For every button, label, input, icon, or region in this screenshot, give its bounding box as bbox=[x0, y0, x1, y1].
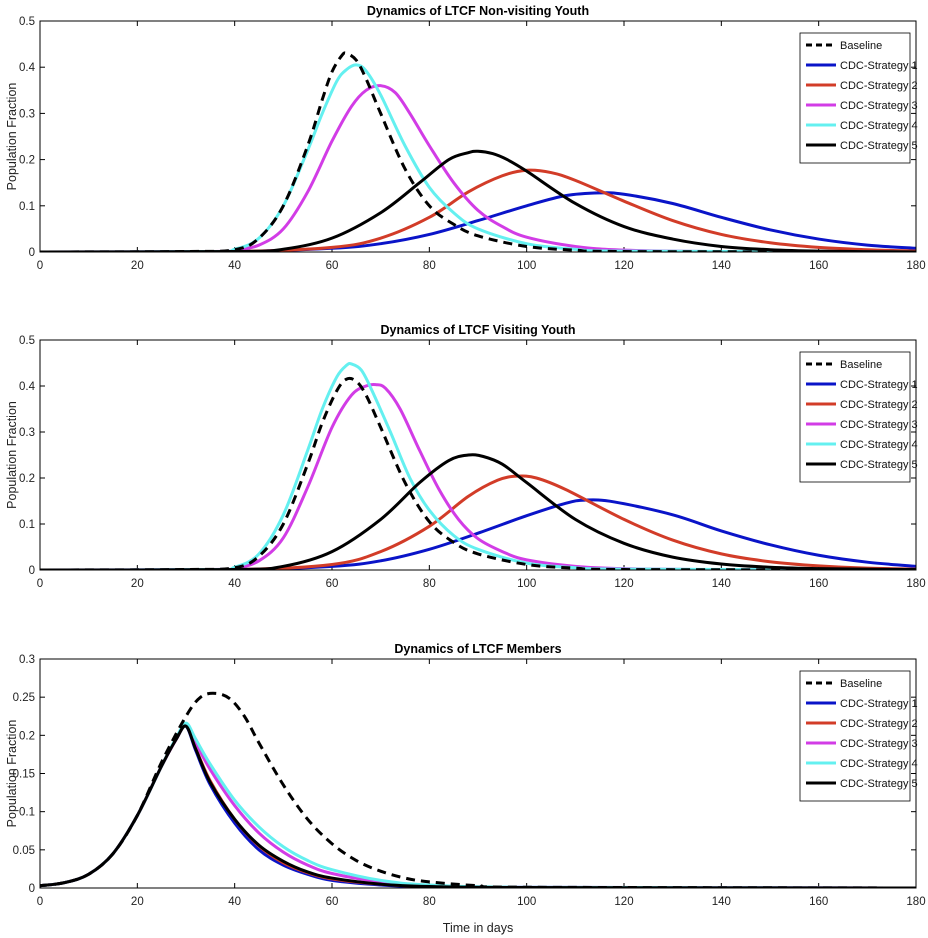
x-tick-label: 40 bbox=[228, 578, 241, 590]
x-tick-label: 60 bbox=[326, 896, 339, 908]
y-axis-label: Population Fraction bbox=[5, 401, 19, 509]
y-tick-label: 0.2 bbox=[19, 730, 35, 742]
x-tick-label: 120 bbox=[614, 578, 633, 590]
x-tick-label: 20 bbox=[131, 896, 144, 908]
x-tick-label: 160 bbox=[809, 578, 828, 590]
series-line-cdc-strategy-3 bbox=[40, 382, 916, 570]
legend-label: CDC-Strategy 3 bbox=[840, 100, 918, 112]
chart-title: Dynamics of LTCF Members bbox=[394, 642, 561, 656]
x-tick-label: 80 bbox=[423, 260, 436, 272]
series-line-cdc-strategy-1 bbox=[40, 498, 916, 570]
chart-title: Dynamics of LTCF Non-visiting Youth bbox=[367, 4, 589, 18]
x-tick-label: 0 bbox=[37, 896, 43, 908]
legend-label: CDC-Strategy 3 bbox=[840, 738, 918, 750]
y-tick-label: 0.5 bbox=[19, 16, 35, 28]
legend-label: CDC-Strategy 5 bbox=[840, 778, 918, 790]
x-tick-label: 140 bbox=[712, 578, 731, 590]
series-line-cdc-strategy-2 bbox=[40, 168, 916, 252]
legend-label: CDC-Strategy 1 bbox=[840, 379, 918, 391]
plot-frame bbox=[39, 339, 917, 571]
legend: Baseline CDC-Strategy 1 CDC-Strategy 2 CDC-… bbox=[799, 670, 918, 802]
x-tick-label: 40 bbox=[228, 896, 241, 908]
legend-label: CDC-Strategy 1 bbox=[840, 698, 918, 710]
legend-label: Baseline bbox=[840, 359, 882, 371]
y-tick-label: 0 bbox=[29, 247, 35, 259]
y-tick-label: 0.5 bbox=[19, 335, 35, 347]
x-tick-label: 80 bbox=[423, 896, 436, 908]
legend: Baseline CDC-Strategy 1 CDC-Strategy 2 CDC-… bbox=[799, 32, 918, 164]
legend-label: CDC-Strategy 1 bbox=[840, 60, 918, 72]
legend-label: Baseline bbox=[840, 678, 882, 690]
y-tick-label: 0 bbox=[29, 883, 35, 895]
series-line-cdc-strategy-5 bbox=[40, 149, 916, 252]
chart-panel-1: Dynamics of LTCF Non-visiting Youth Popul… bbox=[5, 4, 926, 272]
plot-frame bbox=[39, 658, 917, 889]
legend-box bbox=[799, 351, 911, 483]
x-tick-label: 160 bbox=[809, 896, 828, 908]
chart-panel-3: Dynamics of LTCF Members Population Fract… bbox=[5, 642, 926, 935]
x-tick-label: 180 bbox=[906, 260, 925, 272]
x-tick-label: 0 bbox=[37, 260, 43, 272]
x-tick-label: 180 bbox=[906, 578, 925, 590]
chart-panel-2: Dynamics of LTCF Visiting Youth Populatio… bbox=[5, 323, 926, 590]
y-tick-label: 0.2 bbox=[19, 155, 35, 167]
x-tick-label: 0 bbox=[37, 578, 43, 590]
y-tick-label: 0.3 bbox=[19, 654, 35, 666]
x-tick-label: 100 bbox=[517, 896, 536, 908]
legend-box bbox=[799, 32, 911, 164]
y-tick-label: 0.1 bbox=[19, 201, 35, 213]
legend-label: Baseline bbox=[840, 40, 882, 52]
y-tick-label: 0 bbox=[29, 565, 35, 577]
y-tick-label: 0.4 bbox=[19, 62, 36, 74]
series-line-cdc-strategy-2 bbox=[40, 474, 916, 570]
series-line-cdc-strategy-4 bbox=[40, 63, 916, 252]
y-tick-label: 0.2 bbox=[19, 473, 35, 485]
x-tick-label: 20 bbox=[131, 260, 144, 272]
legend-box bbox=[799, 670, 911, 802]
series-line-cdc-strategy-3 bbox=[40, 84, 916, 252]
y-tick-label: 0.1 bbox=[19, 519, 35, 531]
x-tick-label: 120 bbox=[614, 260, 633, 272]
y-tick-label: 0.25 bbox=[13, 692, 35, 704]
y-axis-label: Population Fraction bbox=[5, 83, 19, 191]
y-axis-label: Population Fraction bbox=[5, 720, 19, 828]
x-tick-label: 120 bbox=[614, 896, 633, 908]
y-tick-label: 0.15 bbox=[13, 769, 35, 781]
legend-label: CDC-Strategy 3 bbox=[840, 419, 918, 431]
legend-label: CDC-Strategy 4 bbox=[840, 758, 918, 770]
chart-title: Dynamics of LTCF Visiting Youth bbox=[381, 323, 576, 337]
x-tick-label: 60 bbox=[326, 260, 339, 272]
x-tick-label: 40 bbox=[228, 260, 241, 272]
x-tick-label: 60 bbox=[326, 578, 339, 590]
series-line-cdc-strategy-5 bbox=[40, 453, 916, 570]
x-tick-label: 160 bbox=[809, 260, 828, 272]
legend-label: CDC-Strategy 4 bbox=[840, 120, 918, 132]
legend-label: CDC-Strategy 2 bbox=[840, 718, 918, 730]
legend-label: CDC-Strategy 2 bbox=[840, 80, 918, 92]
x-tick-label: 80 bbox=[423, 578, 436, 590]
legend-label: CDC-Strategy 5 bbox=[840, 140, 918, 152]
series-line-baseline bbox=[40, 51, 916, 252]
x-tick-label: 140 bbox=[712, 896, 731, 908]
x-tick-label: 180 bbox=[906, 896, 925, 908]
legend-label: CDC-Strategy 5 bbox=[840, 459, 918, 471]
series-line-baseline bbox=[40, 376, 916, 570]
plot-frame bbox=[39, 20, 917, 253]
y-tick-label: 0.3 bbox=[19, 108, 35, 120]
series-line-cdc-strategy-5 bbox=[40, 724, 916, 888]
legend-label: CDC-Strategy 2 bbox=[840, 399, 918, 411]
y-tick-label: 0.1 bbox=[19, 807, 35, 819]
x-axis-label: Time in days bbox=[443, 921, 513, 935]
series-line-baseline bbox=[40, 691, 916, 888]
x-tick-label: 140 bbox=[712, 260, 731, 272]
y-tick-label: 0.05 bbox=[13, 845, 35, 857]
y-tick-label: 0.3 bbox=[19, 427, 35, 439]
x-tick-label: 100 bbox=[517, 260, 536, 272]
legend-label: CDC-Strategy 4 bbox=[840, 439, 918, 451]
x-tick-label: 100 bbox=[517, 578, 536, 590]
legend: Baseline CDC-Strategy 1 CDC-Strategy 2 CDC-… bbox=[799, 351, 918, 483]
y-tick-label: 0.4 bbox=[19, 381, 36, 393]
x-tick-label: 20 bbox=[131, 578, 144, 590]
